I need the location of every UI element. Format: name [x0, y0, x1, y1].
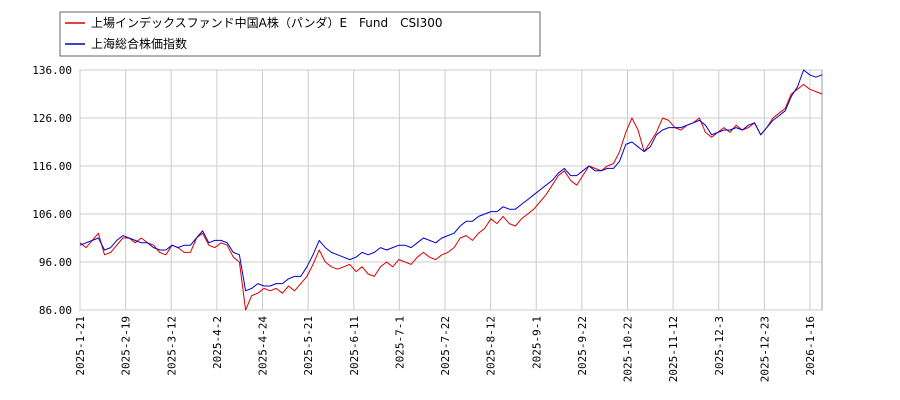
legend-label-0: 上場インデックスファンド中国A株（パンダ）E Fund CSI300 — [91, 15, 443, 30]
x-tick-label: 2025-7-1 — [393, 316, 406, 369]
x-tick-label: 2025-12-3 — [713, 316, 726, 376]
x-tick-label: 2025-4-2 — [211, 316, 224, 369]
x-tick-label: 2025-6-11 — [348, 316, 361, 376]
series-line-0 — [79, 83, 823, 311]
y-tick-label: 96.00 — [39, 256, 72, 269]
y-tick-label: 116.00 — [32, 160, 72, 173]
x-tick-label: 2025-9-1 — [530, 316, 543, 369]
x-tick-label: 2025-9-22 — [576, 316, 589, 376]
x-tick-label: 2025-3-12 — [165, 316, 178, 376]
x-tick-label: 2025-8-12 — [485, 316, 498, 376]
x-tick-label: 2025-11-12 — [667, 316, 680, 382]
x-tick-label: 2025-4-24 — [257, 316, 270, 376]
series-layer — [79, 69, 823, 311]
y-tick-label: 136.00 — [32, 64, 72, 77]
y-tick-label: 126.00 — [32, 112, 72, 125]
x-tick-label: 2026-1-16 — [804, 316, 817, 376]
y-axis-ticks: 136.00 126.00 116.00 106.00 96.00 86.00 — [32, 64, 72, 317]
legend-label-1: 上海総合株価指数 — [91, 36, 187, 51]
series-line-1 — [79, 69, 823, 292]
x-tick-label: 2025-5-21 — [302, 316, 315, 376]
x-tick-label: 2025-2-19 — [120, 316, 133, 376]
legend: 上場インデックスファンド中国A株（パンダ）E Fund CSI300 上海総合株… — [59, 11, 541, 57]
y-tick-label: 106.00 — [32, 208, 72, 221]
x-tick-label: 2025-7-22 — [439, 316, 452, 376]
legend-box — [59, 11, 541, 57]
x-tick-label: 2025-1-21 — [74, 316, 87, 376]
plot-area — [79, 69, 823, 311]
grid-lines — [79, 69, 822, 311]
y-tick-label: 86.00 — [39, 304, 72, 317]
x-tick-label: 2025-10-22 — [622, 316, 635, 382]
x-axis-ticks: 2025-1-21 2025-2-19 2025-3-12 2025-4-2 2025-… — [74, 316, 817, 383]
x-tick-label: 2025-12-23 — [758, 316, 771, 382]
